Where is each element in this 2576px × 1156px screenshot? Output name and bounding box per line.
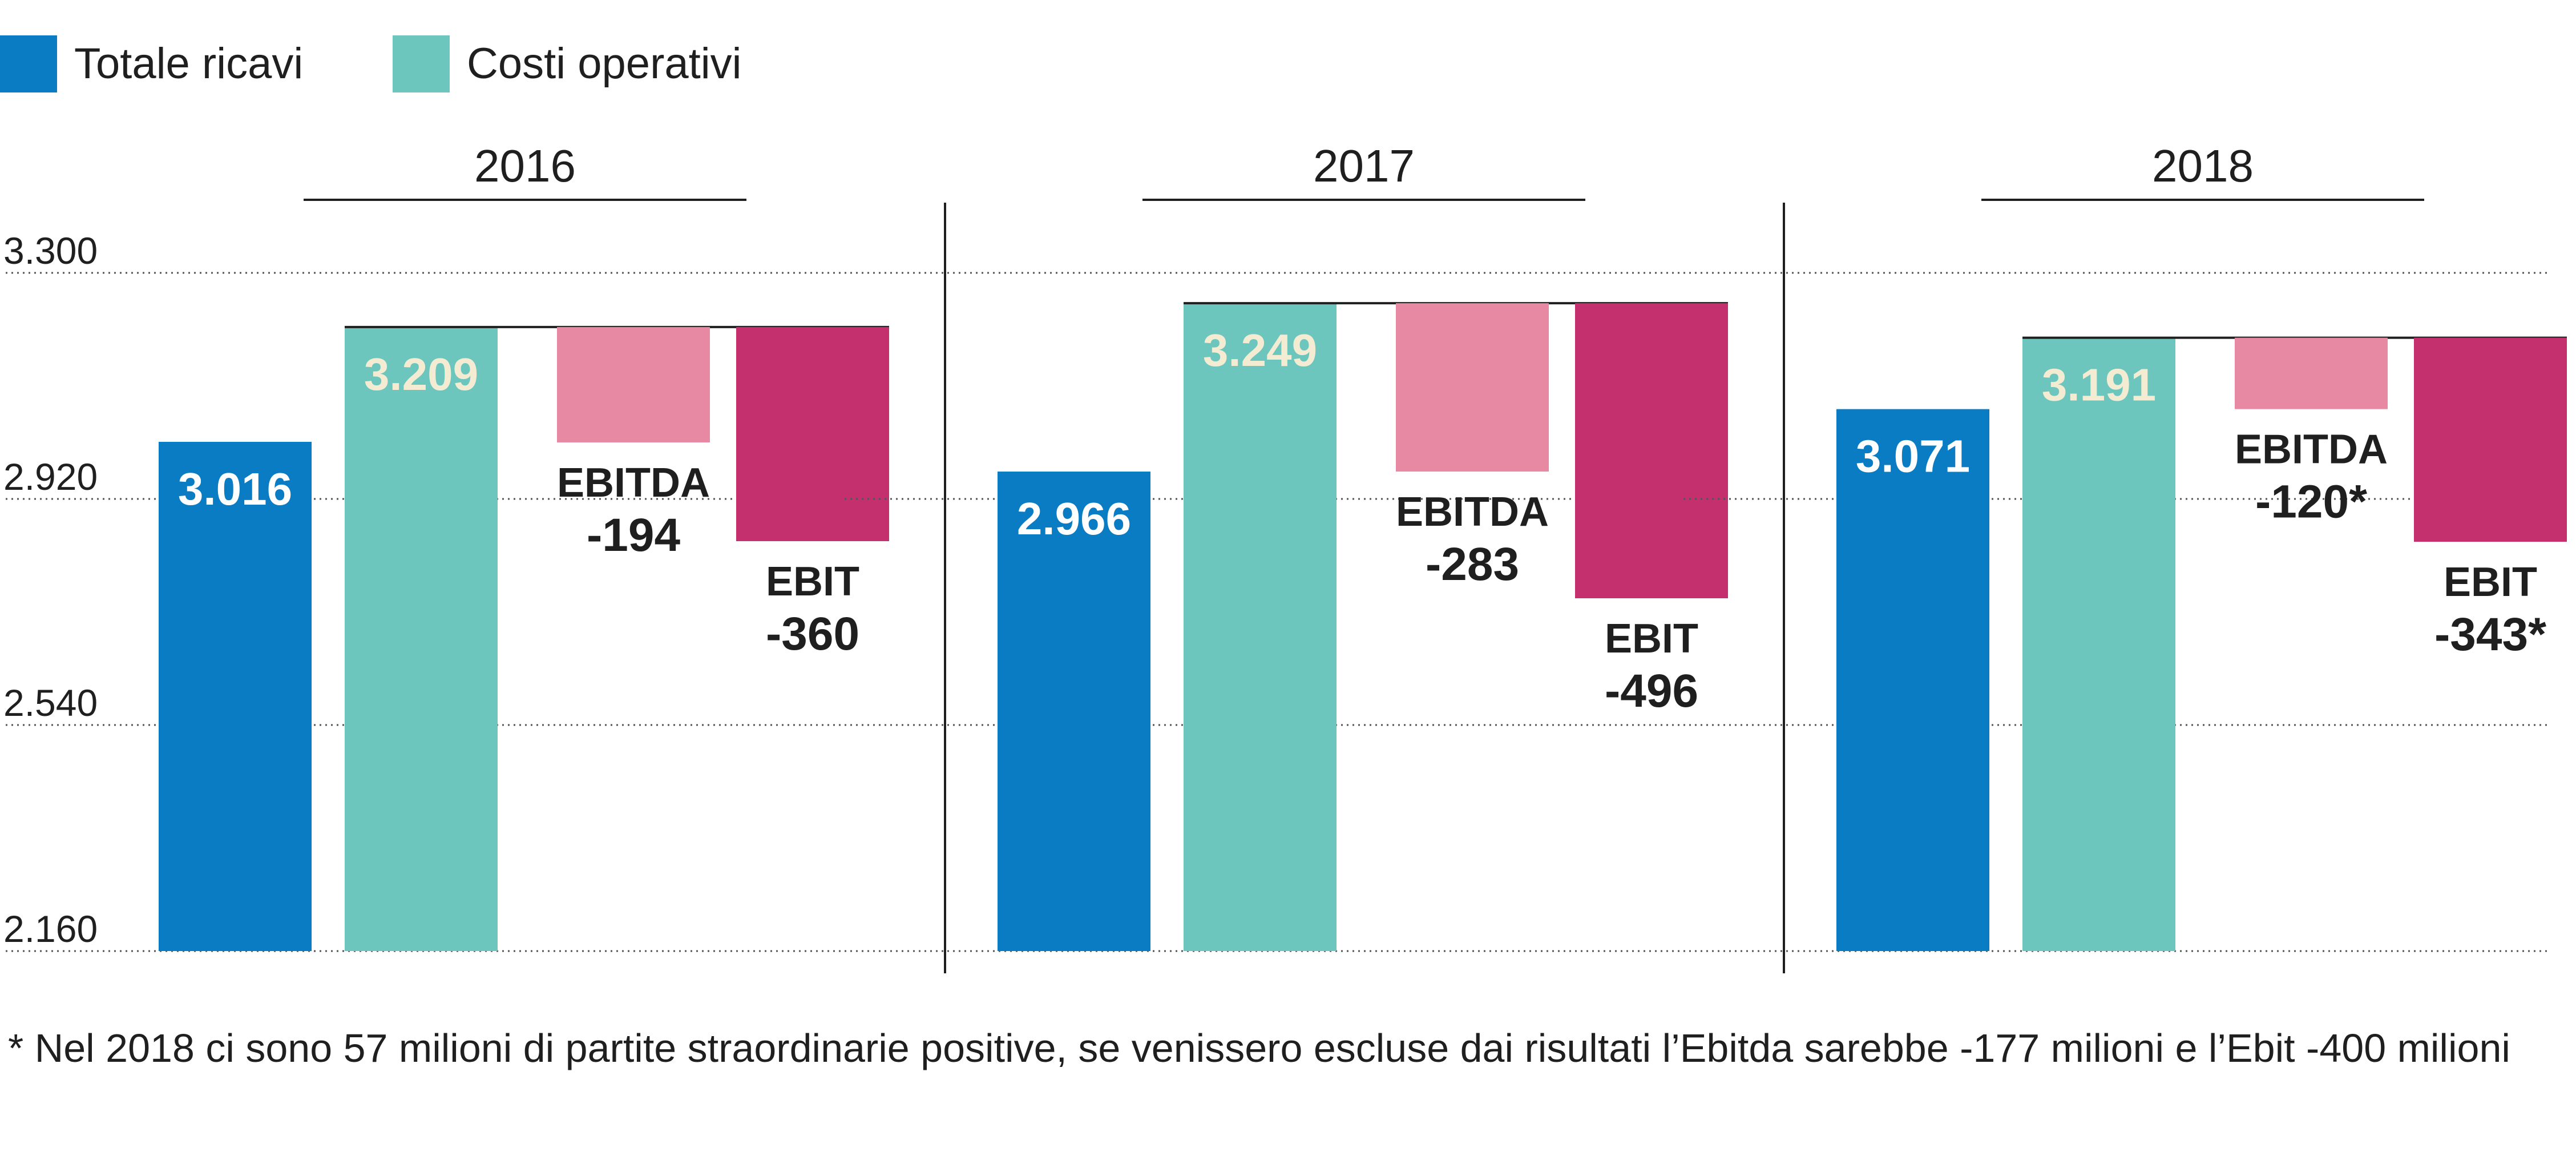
ebitda-value-2017: -283 bbox=[1426, 538, 1519, 590]
ebitda-name-2018: EBITDA bbox=[2235, 427, 2388, 473]
bar-revenue-label-2018: 3.071 bbox=[1856, 431, 1970, 482]
bar-ebitda-2018 bbox=[2235, 337, 2388, 409]
ebit-name-2018: EBIT bbox=[2444, 559, 2537, 605]
bar-ebit-2018 bbox=[2414, 337, 2567, 542]
bar-costs-label-2018: 3.191 bbox=[2042, 360, 2156, 410]
ebitda-value-2018: -120* bbox=[2255, 476, 2367, 528]
ebitda-name-2016: EBITDA bbox=[557, 460, 710, 506]
ebit-value-2018: -343* bbox=[2434, 609, 2546, 660]
legend-label-1: Totale ricavi bbox=[74, 39, 303, 88]
ebit-value-2017: -496 bbox=[1605, 665, 1698, 717]
bar-costs-2016 bbox=[345, 327, 498, 952]
bar-revenue-2018 bbox=[1836, 409, 1989, 951]
legend-swatch-2 bbox=[393, 35, 450, 92]
bar-ebit-2016 bbox=[736, 327, 889, 541]
ebit-value-2016: -360 bbox=[766, 608, 859, 660]
y-tick-label: 2.540 bbox=[3, 682, 98, 724]
bar-ebitda-2016 bbox=[557, 327, 710, 442]
year-label-2016: 2016 bbox=[474, 140, 576, 191]
footnote: * Nel 2018 ci sono 57 milioni di partite… bbox=[8, 1026, 2510, 1070]
bar-ebit-2017 bbox=[1575, 303, 1728, 599]
y-tick-label: 2.160 bbox=[3, 908, 98, 950]
y-tick-label: 2.920 bbox=[3, 456, 98, 498]
ebit-name-2017: EBIT bbox=[1605, 616, 1698, 662]
bar-revenue-label-2017: 2.966 bbox=[1017, 493, 1131, 544]
bar-revenue-label-2016: 3.016 bbox=[178, 464, 292, 514]
ebitda-value-2016: -194 bbox=[587, 509, 681, 561]
bar-revenue-2016 bbox=[159, 441, 312, 951]
bar-costs-label-2017: 3.249 bbox=[1203, 325, 1317, 376]
ebit-name-2016: EBIT bbox=[766, 559, 859, 605]
y-tick-label: 3.300 bbox=[3, 229, 98, 272]
year-label-2018: 2018 bbox=[2152, 140, 2254, 191]
bar-costs-2018 bbox=[2022, 337, 2175, 951]
bar-ebitda-2017 bbox=[1396, 303, 1549, 472]
legend-swatch-1 bbox=[0, 35, 57, 92]
bar-costs-label-2016: 3.209 bbox=[364, 349, 478, 400]
legend-label-2: Costi operativi bbox=[467, 39, 742, 88]
year-label-2017: 2017 bbox=[1313, 140, 1415, 191]
bar-costs-2017 bbox=[1184, 303, 1337, 951]
bar-revenue-2017 bbox=[998, 472, 1150, 951]
ebitda-name-2017: EBITDA bbox=[1396, 489, 1549, 535]
waterfall-chart: Totale ricavi Costi operativi 2.160 2.540 2.… bbox=[0, 35, 2567, 973]
